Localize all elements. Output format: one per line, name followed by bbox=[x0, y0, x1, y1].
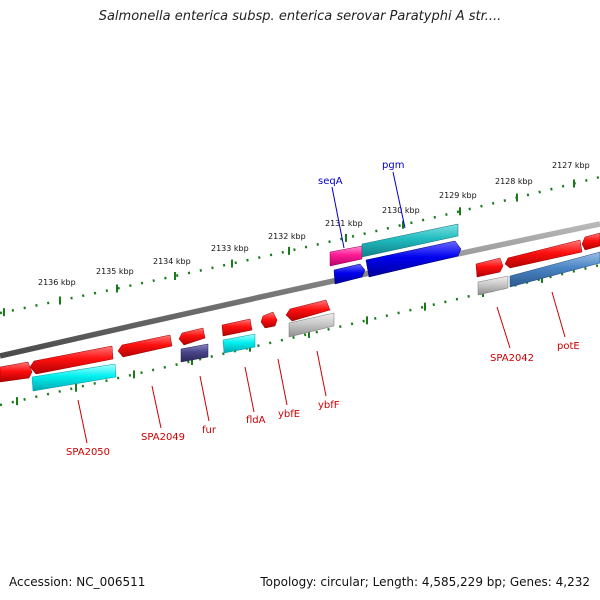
scale-labels: 2127 kbp 2128 kbp 2129 kbp 2130 kbp 2131… bbox=[38, 161, 590, 287]
gene-features[interactable] bbox=[0, 223, 600, 392]
leader-SPA2049 bbox=[151, 385, 162, 429]
gene-label-seqA[interactable]: seqA bbox=[318, 176, 343, 187]
gene-labels: seqA pgm SPA2042 potE SPA2050 SPA2049 fu… bbox=[66, 160, 580, 458]
gene-feature[interactable] bbox=[333, 263, 366, 285]
gene-feature[interactable] bbox=[285, 299, 331, 322]
scale-label-2133: 2133 kbp bbox=[211, 244, 249, 253]
leader-pgm bbox=[392, 171, 406, 229]
gene-feature-fur[interactable] bbox=[180, 343, 209, 363]
scale-label-2127: 2127 kbp bbox=[552, 161, 590, 170]
genome-backbone bbox=[0, 221, 600, 359]
gene-feature[interactable] bbox=[504, 239, 583, 269]
gene-feature[interactable] bbox=[178, 327, 206, 346]
gene-label-fur[interactable]: fur bbox=[202, 425, 217, 436]
gene-label-ybfF[interactable]: ybfF bbox=[318, 400, 340, 411]
gene-label-fldA[interactable]: fldA bbox=[246, 415, 266, 426]
leader-SPA2042 bbox=[496, 306, 511, 349]
gene-feature[interactable] bbox=[477, 275, 509, 296]
gene-feature-ybfE[interactable] bbox=[260, 311, 278, 329]
leader-potE bbox=[551, 291, 566, 338]
gene-feature[interactable] bbox=[221, 318, 253, 337]
gene-feature[interactable] bbox=[29, 345, 114, 375]
leader-ybfF bbox=[316, 350, 327, 397]
gene-feature-fldA[interactable] bbox=[222, 333, 256, 354]
gene-feature-ybfF[interactable] bbox=[288, 312, 335, 338]
gene-feature-SPA2049[interactable] bbox=[117, 334, 173, 358]
accession-text: Accession: NC_006511 bbox=[9, 575, 146, 589]
scale-label-2134: 2134 kbp bbox=[153, 257, 191, 266]
gene-label-SPA2049[interactable]: SPA2049 bbox=[141, 432, 185, 443]
gene-label-pgm[interactable]: pgm bbox=[382, 160, 404, 171]
leader-seqA bbox=[331, 186, 345, 249]
scale-label-2131: 2131 kbp bbox=[325, 219, 363, 228]
gene-feature[interactable] bbox=[0, 361, 33, 383]
gene-feature[interactable] bbox=[509, 251, 600, 288]
scale-label-2128: 2128 kbp bbox=[495, 177, 533, 186]
gene-feature-pgm[interactable] bbox=[361, 223, 459, 258]
gene-label-SPA2042[interactable]: SPA2042 bbox=[490, 353, 534, 364]
gene-label-SPA2050[interactable]: SPA2050 bbox=[66, 447, 110, 458]
gene-feature-SPA2050[interactable] bbox=[31, 363, 117, 392]
scale-label-2136: 2136 kbp bbox=[38, 278, 76, 287]
gene-label-ybfE[interactable]: ybfE bbox=[278, 409, 300, 420]
scale-label-2135: 2135 kbp bbox=[96, 267, 134, 276]
leader-ybfE bbox=[277, 358, 288, 406]
label-leaders bbox=[77, 171, 566, 444]
gene-feature-seqA[interactable] bbox=[329, 245, 363, 267]
gene-feature[interactable] bbox=[475, 257, 504, 278]
gene-label-potE[interactable]: potE bbox=[557, 341, 580, 352]
gene-feature[interactable] bbox=[365, 240, 462, 278]
scale-label-2129: 2129 kbp bbox=[439, 191, 477, 200]
leader-fldA bbox=[244, 366, 255, 413]
scale-label-2132: 2132 kbp bbox=[268, 232, 306, 241]
leader-fur bbox=[199, 375, 210, 422]
gene-feature[interactable] bbox=[581, 232, 600, 251]
map-title: Salmonella enterica subsp. enterica sero… bbox=[98, 9, 502, 24]
leader-SPA2050 bbox=[77, 399, 88, 444]
topology-text: Topology: circular; Length: 4,585,229 bp… bbox=[260, 575, 590, 589]
